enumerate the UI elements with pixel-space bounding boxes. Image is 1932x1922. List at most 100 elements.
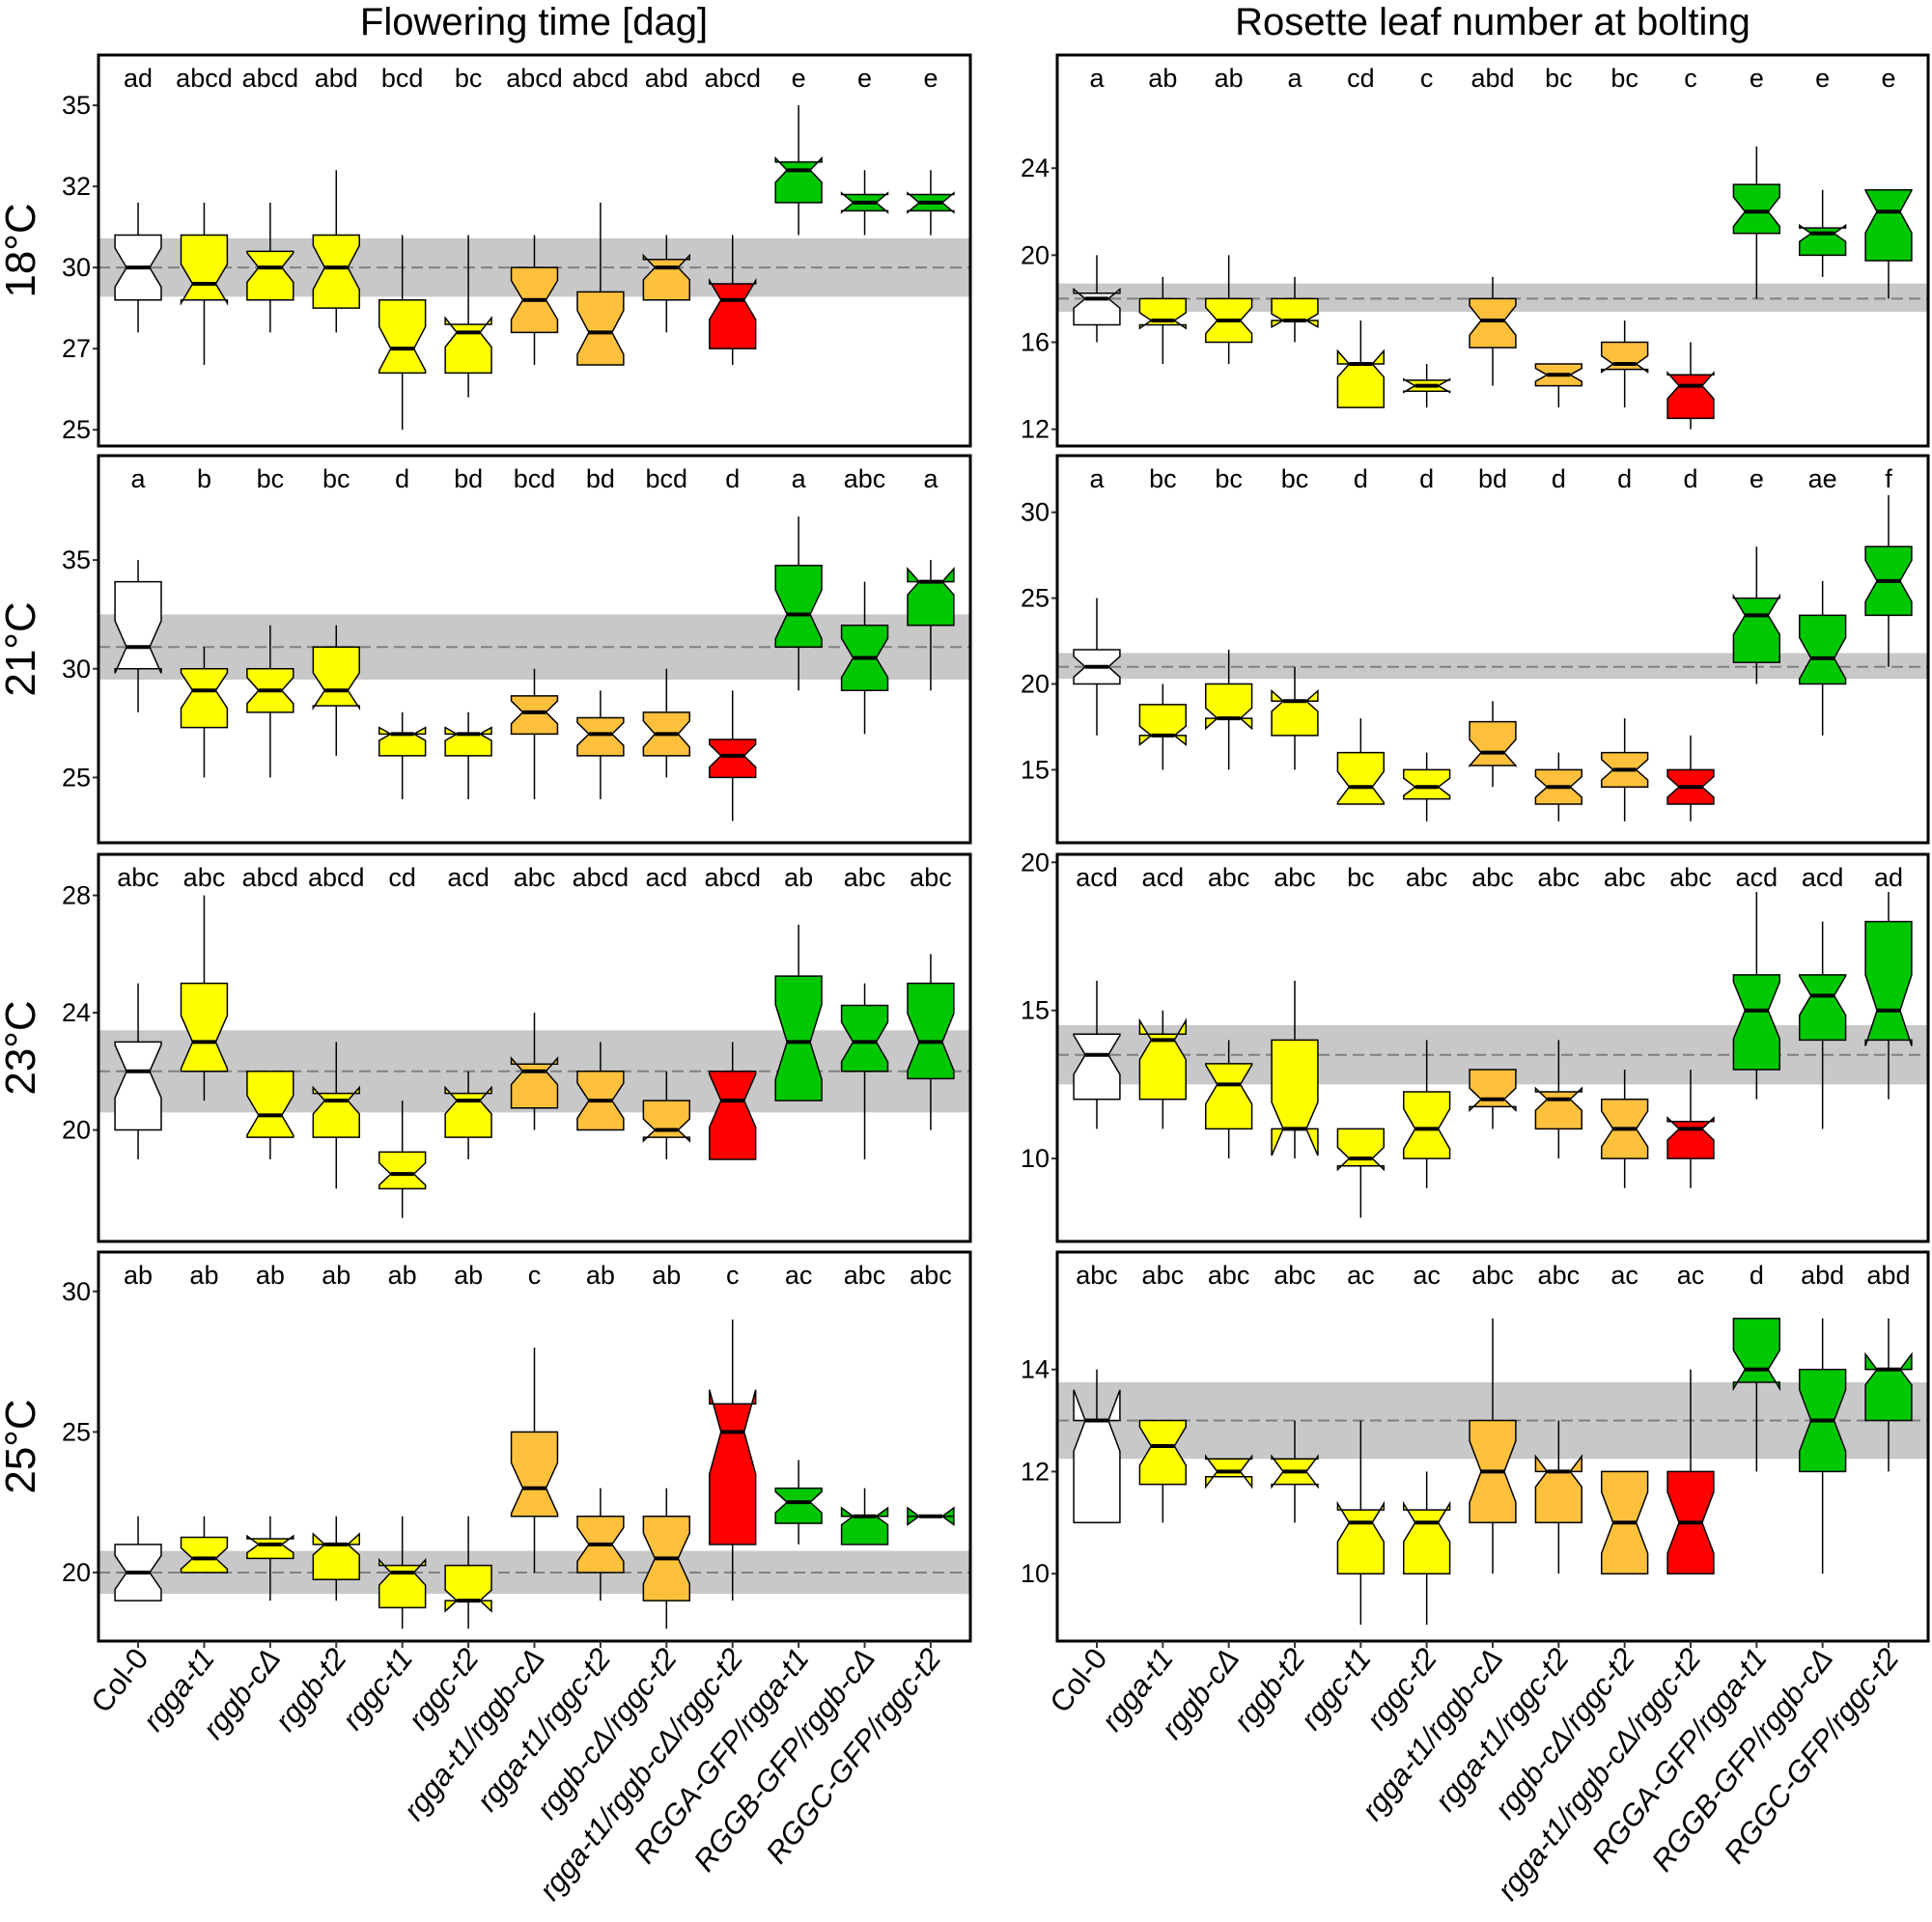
notched-box [246, 1071, 294, 1138]
box-4 [378, 235, 427, 431]
notched-box [1073, 1033, 1121, 1100]
y-tick-label: 30 [62, 1277, 91, 1306]
significance-letter: ab [1148, 64, 1177, 93]
notched-box [1336, 1128, 1385, 1172]
box-4 [378, 1100, 427, 1218]
box-3 [1271, 666, 1319, 770]
significance-letter: bc [322, 464, 350, 493]
y-tick-label: 14 [1021, 1355, 1050, 1384]
significance-letter: bc [1281, 464, 1309, 493]
y-tick-label: 20 [62, 1558, 91, 1587]
y-tick-label: 35 [62, 91, 91, 120]
row-label: 21°C [0, 601, 44, 696]
box-3 [312, 625, 360, 756]
box-7 [1534, 1420, 1582, 1574]
notched-box [774, 1487, 823, 1524]
significance-letter: bc [257, 464, 285, 493]
box-8 [642, 235, 691, 333]
significance-letter: d [1683, 464, 1697, 493]
box-1 [180, 202, 229, 365]
significance-letter: bcd [381, 64, 424, 93]
y-tick-label: 25 [1021, 584, 1050, 613]
box-12 [907, 954, 955, 1130]
significance-letter: abcd [573, 863, 630, 892]
box-8 [642, 668, 691, 778]
box-8 [1601, 718, 1649, 822]
significance-letter: abc [514, 863, 556, 892]
y-tick-label: 20 [1021, 848, 1050, 877]
box-7 [576, 1488, 625, 1602]
notched-box [1732, 1318, 1780, 1392]
box-3 [1271, 1420, 1319, 1523]
panel-frame [1055, 454, 1930, 845]
notched-box [114, 1041, 162, 1131]
box-2 [1205, 1454, 1253, 1490]
significance-letter: abc [1604, 863, 1646, 892]
notched-box [1138, 297, 1187, 330]
significance-letter: ab [256, 1261, 285, 1290]
significance-letter: abd [1866, 1261, 1910, 1290]
notched-box [774, 565, 823, 648]
significance-letter: ad [1874, 863, 1903, 892]
significance-letter: abc [183, 863, 226, 892]
box-4 [378, 711, 427, 799]
significance-letter: e [792, 64, 806, 93]
significance-letter: c [1420, 64, 1434, 93]
box-6 [1469, 1069, 1517, 1129]
notched-box [709, 277, 757, 349]
significance-letter: bd [586, 464, 615, 493]
notched-box [1666, 1116, 1715, 1159]
notched-box [1864, 920, 1913, 1046]
notched-box [709, 1389, 757, 1546]
box-4 [378, 1516, 427, 1630]
panel-frame [97, 454, 972, 845]
notched-box [1864, 188, 1913, 262]
box-8 [1601, 1070, 1649, 1188]
notched-box [114, 580, 162, 674]
significance-letter: c [528, 1261, 542, 1290]
panel-1-0: 12 16 20 24 a ab ab a cd c abd bc bc c e e e [1021, 53, 1930, 448]
significance-letter: a [1089, 64, 1105, 93]
y-tick-label: 24 [1021, 153, 1050, 182]
box-12 [907, 1506, 955, 1526]
box-10 [774, 105, 823, 236]
box-3 [1271, 981, 1319, 1159]
significance-letter: abc [1669, 863, 1712, 892]
significance-letter: abc [1471, 1261, 1514, 1290]
x-tick-label: rggb-t2 [268, 1642, 353, 1738]
y-tick-label: 12 [1021, 1457, 1050, 1486]
significance-letter: bc [1545, 64, 1573, 93]
column-title-rosette-leaf-number: Rosette leaf number at bolting [1235, 1, 1750, 43]
y-tick-label: 10 [1021, 1559, 1050, 1588]
significance-letter: abd [1801, 1261, 1844, 1290]
significance-letter: ab [454, 1261, 483, 1290]
significance-letter: d [1419, 464, 1434, 493]
notched-box [642, 253, 691, 301]
x-tick-label: rggb-t2 [1226, 1642, 1311, 1738]
significance-letter: d [1354, 464, 1368, 493]
box-0 [114, 202, 162, 333]
significance-letter: abc [1471, 863, 1514, 892]
y-tick-label: 27 [62, 334, 91, 363]
box-11 [840, 1488, 889, 1546]
significance-letter: ac [1610, 1261, 1638, 1290]
box-3 [312, 170, 360, 333]
box-2 [246, 1071, 294, 1159]
significance-letter: ac [1347, 1261, 1375, 1290]
box-1 [1138, 683, 1187, 770]
y-tick-label: 24 [62, 998, 91, 1027]
significance-letter: a [1089, 464, 1105, 493]
box-10 [1732, 546, 1780, 684]
box-3 [1271, 276, 1319, 343]
significance-letter: d [725, 464, 740, 493]
notched-box [907, 982, 955, 1080]
significance-letter: e [923, 64, 938, 93]
box-6 [510, 1348, 559, 1573]
significance-letter: acd [1076, 863, 1118, 892]
notched-box [840, 1004, 889, 1072]
box-3 [312, 1042, 360, 1189]
box-10 [1732, 146, 1780, 299]
significance-letter: abcd [704, 64, 761, 93]
